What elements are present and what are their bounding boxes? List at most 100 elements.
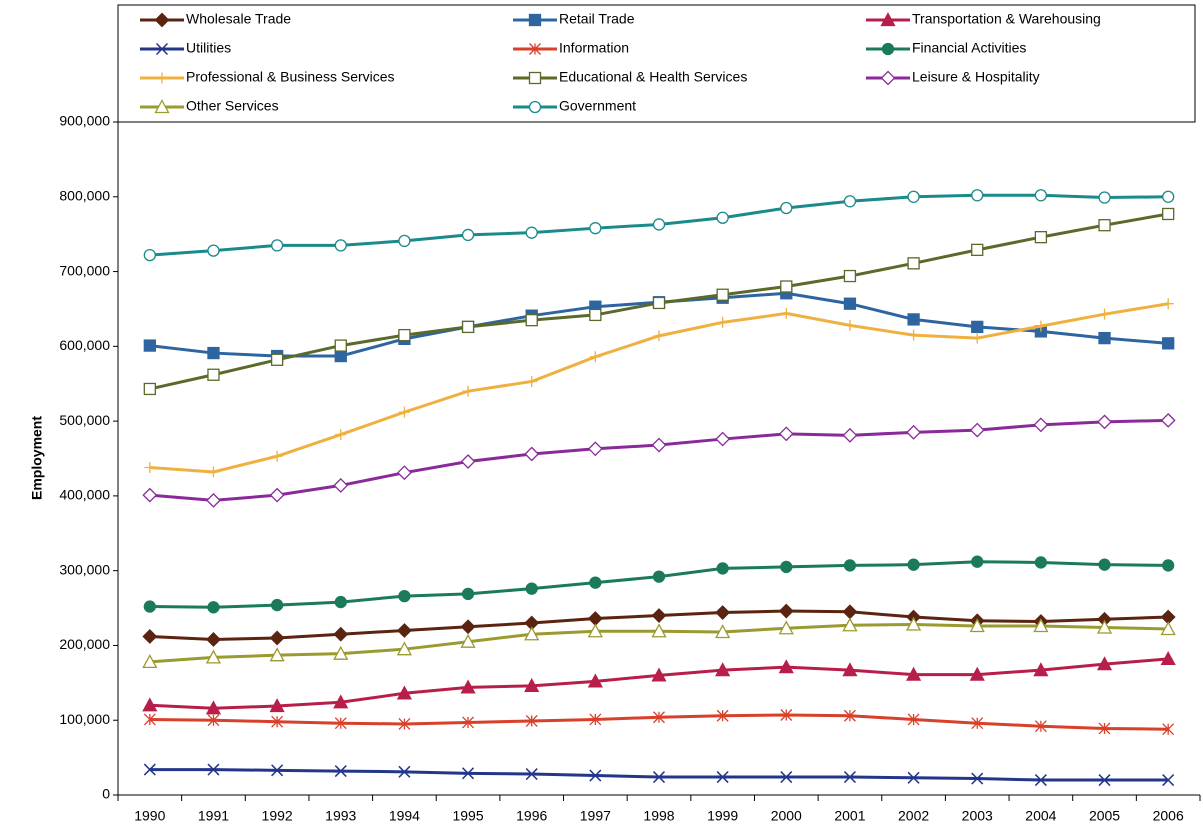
data-point xyxy=(715,431,731,447)
data-point xyxy=(778,426,794,442)
legend-label: Government xyxy=(559,98,636,114)
legend-marker xyxy=(155,42,169,56)
data-point xyxy=(843,559,857,572)
data-point xyxy=(1098,774,1111,787)
y-tick-label: 700,000 xyxy=(59,262,110,278)
legend-label: Information xyxy=(559,40,629,56)
data-point xyxy=(524,626,540,641)
x-tick-label: 1998 xyxy=(643,808,674,824)
data-point xyxy=(587,441,603,457)
legend-marker xyxy=(156,72,168,84)
x-tick-label: 1997 xyxy=(580,808,611,824)
data-point xyxy=(1033,662,1049,677)
data-point xyxy=(843,269,857,283)
series-line xyxy=(149,418,1169,502)
data-point xyxy=(333,645,349,660)
legend-label: Leisure & Hospitality xyxy=(912,69,1040,85)
data-point xyxy=(969,422,985,438)
data-point xyxy=(460,679,476,694)
data-point xyxy=(780,771,793,784)
legend-label: Financial Activities xyxy=(912,40,1026,56)
data-point xyxy=(333,626,349,642)
data-point xyxy=(907,558,920,571)
data-point xyxy=(460,454,476,469)
data-point xyxy=(653,711,665,724)
data-point xyxy=(653,330,665,342)
data-point xyxy=(1098,219,1111,232)
data-point xyxy=(778,603,794,619)
data-point xyxy=(142,697,158,712)
data-point xyxy=(269,647,285,662)
x-tick-label: 2005 xyxy=(1089,808,1120,824)
data-point xyxy=(396,623,412,638)
y-tick-label: 400,000 xyxy=(59,487,110,503)
data-point xyxy=(1034,720,1047,733)
data-point xyxy=(334,595,347,609)
legend-marker xyxy=(154,12,170,28)
data-point xyxy=(651,667,667,682)
data-point xyxy=(1162,774,1175,787)
x-tick-label: 1994 xyxy=(389,808,420,824)
data-point xyxy=(651,437,667,453)
y-tick-label: 100,000 xyxy=(59,711,110,727)
data-point xyxy=(778,659,794,674)
data-point xyxy=(1098,558,1111,571)
data-point xyxy=(652,570,666,583)
data-point xyxy=(971,772,984,785)
data-point xyxy=(396,685,413,700)
data-point xyxy=(907,313,920,326)
data-point xyxy=(587,611,603,626)
data-point xyxy=(524,446,540,462)
data-point xyxy=(907,713,920,726)
data-point xyxy=(1097,414,1112,430)
data-point xyxy=(143,763,156,776)
data-point xyxy=(716,562,729,575)
data-point xyxy=(589,576,602,589)
data-point xyxy=(971,332,983,344)
data-point xyxy=(207,346,220,360)
data-point xyxy=(462,716,475,729)
data-point xyxy=(207,714,220,727)
data-point xyxy=(462,385,474,397)
data-point xyxy=(780,560,793,574)
data-point xyxy=(460,619,476,635)
data-point xyxy=(652,296,666,310)
data-point xyxy=(143,600,156,613)
x-tick-label: 2000 xyxy=(771,808,802,824)
legend-label: Professional & Business Services xyxy=(186,69,395,85)
data-point xyxy=(1162,559,1175,572)
data-point xyxy=(843,297,857,310)
x-tick-label: 1999 xyxy=(707,808,738,824)
x-tick-label: 2001 xyxy=(834,808,865,824)
y-tick-label: 300,000 xyxy=(59,561,110,577)
data-point xyxy=(652,771,666,784)
x-tick-label: 1990 xyxy=(134,808,165,824)
data-point xyxy=(143,339,156,352)
data-point xyxy=(716,288,729,301)
data-point xyxy=(1098,722,1111,735)
data-point xyxy=(780,280,793,293)
data-point xyxy=(142,629,158,644)
data-point xyxy=(526,375,538,387)
data-point xyxy=(1162,298,1174,310)
data-point xyxy=(780,709,793,721)
data-point xyxy=(525,314,538,327)
data-point xyxy=(269,487,285,503)
data-point xyxy=(207,368,220,381)
legend-label: Other Services xyxy=(186,98,279,114)
data-point xyxy=(971,189,984,202)
data-point xyxy=(969,618,985,633)
data-point xyxy=(905,666,922,681)
data-point xyxy=(1034,774,1047,787)
legend-marker xyxy=(528,13,542,27)
data-point xyxy=(1162,207,1175,221)
data-point xyxy=(780,307,792,319)
y-tick-label: 800,000 xyxy=(59,187,110,203)
data-point xyxy=(587,673,603,688)
data-point xyxy=(398,328,411,342)
x-tick-label: 2004 xyxy=(1025,808,1056,824)
data-point xyxy=(715,662,731,677)
data-point xyxy=(715,624,731,639)
